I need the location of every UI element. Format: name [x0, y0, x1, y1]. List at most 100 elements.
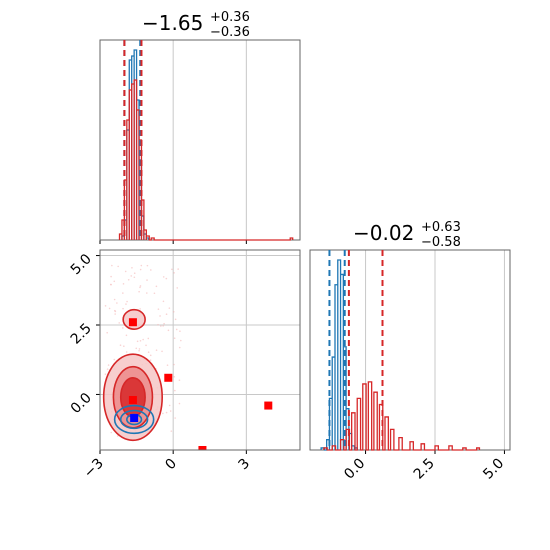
sample-point	[145, 344, 147, 347]
scatter-x-tick-label: −3	[81, 456, 107, 482]
sample-point	[122, 307, 124, 310]
sample-point	[173, 337, 176, 340]
sample-point	[133, 276, 136, 279]
sample-point	[123, 345, 125, 348]
sample-point	[163, 322, 165, 325]
sample-point	[117, 265, 119, 268]
sample-point	[119, 344, 122, 347]
sample-point	[162, 412, 164, 415]
sample-point	[149, 354, 152, 357]
sample-point	[157, 308, 160, 310]
scatter-x-tick-label: 0	[162, 456, 180, 474]
sample-point	[159, 315, 161, 317]
sample-point	[174, 389, 176, 392]
sample-point	[107, 364, 110, 366]
sample-point	[173, 363, 175, 366]
title-x-minus: −0.36	[210, 25, 250, 40]
sample-point	[147, 351, 150, 353]
sample-point	[139, 340, 142, 342]
sample-point	[157, 323, 159, 326]
sample-point	[113, 298, 116, 301]
sample-point	[131, 266, 133, 269]
contour-level	[113, 404, 155, 435]
sample-point	[165, 411, 168, 414]
sample-point	[106, 368, 109, 370]
sample-point	[162, 300, 165, 303]
sample-point	[116, 435, 119, 437]
sample-point	[138, 349, 140, 352]
contour-level	[119, 409, 149, 430]
scatter-frame	[99, 249, 301, 451]
sample-point	[124, 270, 127, 273]
sample-point	[106, 331, 108, 334]
y-hist-tick-label: 2.5	[411, 456, 438, 483]
sample-point	[173, 272, 175, 274]
sample-point	[139, 308, 141, 310]
scatter-y-tick-label: 0.0	[68, 390, 95, 417]
sample-point	[114, 313, 116, 315]
sample-point	[160, 325, 162, 327]
sample-point	[127, 278, 130, 281]
top-left-panel	[99, 39, 301, 244]
sample-point	[146, 264, 149, 267]
sample-point	[125, 303, 127, 305]
sample-point	[155, 349, 158, 352]
red-marker	[264, 401, 273, 410]
sample-point	[169, 410, 172, 412]
sample-point	[145, 292, 148, 294]
sample-point	[125, 334, 128, 337]
red-marker	[128, 396, 137, 404]
sample-point	[126, 300, 128, 303]
sample-point	[130, 275, 133, 277]
sample-point	[179, 330, 181, 332]
sample-point	[178, 402, 181, 405]
sample-point	[140, 264, 143, 267]
sample-point	[110, 283, 112, 286]
title-y-plus: +0.63	[421, 220, 461, 235]
sample-point	[122, 292, 124, 294]
sample-point	[172, 310, 175, 313]
sample-point	[104, 373, 107, 375]
sample-point	[111, 264, 113, 267]
sample-point	[138, 348, 141, 350]
red-marker	[198, 446, 207, 450]
scatter-y-tick-label: 5.0	[68, 251, 95, 278]
sample-point	[104, 305, 107, 307]
red-marker	[164, 373, 173, 382]
scatter-y-tick-label: 2.5	[68, 321, 95, 348]
sample-point	[133, 272, 136, 274]
sample-point	[155, 285, 158, 288]
red-marker	[128, 318, 137, 327]
sample-point	[173, 375, 176, 378]
sample-point	[110, 275, 112, 278]
bottom-left-panel: −3 0 3 0.0 2.5 5.0	[68, 249, 301, 482]
sample-point	[139, 286, 141, 289]
sample-point	[161, 350, 163, 353]
sample-point	[110, 431, 113, 434]
sample-point	[174, 417, 176, 419]
sample-point	[168, 307, 171, 309]
sample-point	[176, 287, 179, 289]
sample-point	[114, 310, 117, 313]
sample-point	[178, 346, 181, 349]
sample-point	[146, 279, 148, 281]
title-x-value: −1.65	[142, 11, 203, 35]
sample-point	[177, 268, 179, 270]
title-y-minus: −0.58	[421, 235, 461, 250]
sample-point	[174, 318, 177, 321]
sample-point	[113, 280, 116, 283]
y-hist-tick-label: 5.0	[480, 456, 507, 483]
sample-point	[139, 285, 142, 287]
sample-point	[149, 359, 152, 361]
sample-point	[135, 347, 138, 350]
y-hist-hist-series-1	[323, 381, 481, 451]
sample-point	[165, 313, 168, 316]
title-y-value: −0.02	[353, 221, 414, 245]
sample-point	[166, 364, 169, 366]
x-hist-hist-series-0	[121, 49, 150, 240]
scatter-plot-area	[102, 264, 273, 450]
sample-point	[165, 277, 168, 280]
sample-point	[147, 337, 150, 340]
sample-point	[175, 328, 178, 331]
